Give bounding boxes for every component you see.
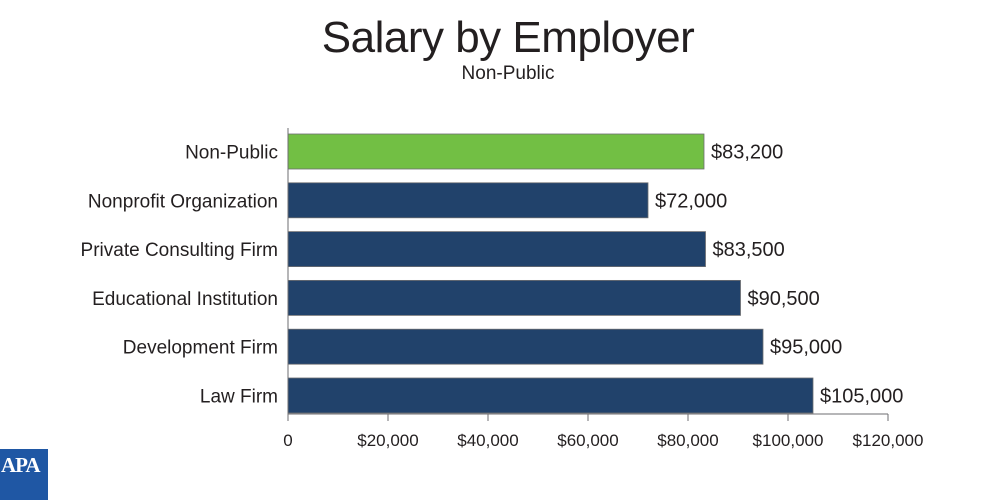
value-label-development-firm: $95,000 [770,337,842,359]
bar-nonprofit-organization [287,182,649,219]
category-label-development-firm: Development Firm [123,338,278,359]
bar-development-firm [287,328,764,365]
category-label-educational-institution: Educational Institution [92,289,278,310]
x-axis: 0 $20,000 $40,000 $60,000 $80,000 $100,000 $12… [283,128,923,450]
bar-educational-institution [287,279,741,316]
x-tick-label: $80,000 [657,431,718,450]
bars-layer: Non-Public $83,200 Nonprofit Organization $… [81,133,903,414]
chart-subtitle: Non-Public [461,63,555,84]
chart-title: Salary by Employer [321,13,695,62]
value-label-nonprofit-organization: $72,000 [655,190,727,212]
x-tick-label: $40,000 [457,431,518,450]
x-tick-label: $120,000 [853,431,924,450]
category-label-private-consulting-firm: Private Consulting Firm [81,240,278,261]
category-label-non-public: Non-Public [185,143,278,164]
category-label-law-firm: Law Firm [200,387,278,408]
bar-private-consulting-firm [287,231,706,268]
value-label-law-firm: $105,000 [820,386,903,408]
value-label-educational-institution: $90,500 [748,288,820,310]
category-label-nonprofit-organization: Nonprofit Organization [88,191,278,212]
bar-non-public [287,133,705,170]
x-tick-label: $20,000 [357,431,418,450]
bar-law-firm [287,377,814,414]
x-tick-label: $60,000 [557,431,618,450]
apa-logo: APA [0,449,48,500]
value-label-private-consulting-firm: $83,500 [713,239,785,261]
value-label-non-public: $83,200 [711,142,783,164]
apa-logo-text: APA [1,453,41,477]
x-tick-label: $100,000 [753,431,824,450]
x-tick-label: 0 [283,431,292,450]
